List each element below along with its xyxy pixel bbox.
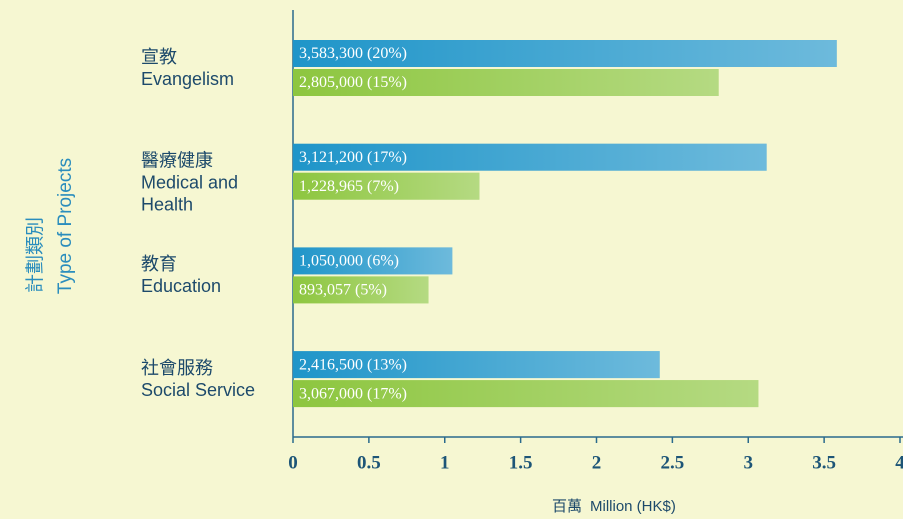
value-label: 3,583,300 (20%) <box>299 45 407 62</box>
bar-sheen <box>293 172 480 200</box>
y-axis-label: Type of Projects <box>55 158 76 294</box>
x-axis-label: Million (HK$) <box>590 498 676 515</box>
bar-sheen <box>293 69 719 96</box>
x-tick-label: 2.5 <box>661 452 685 473</box>
x-tick-label: 2 <box>592 452 602 473</box>
value-label: 1,228,965 (7%) <box>299 178 399 195</box>
value-label: 3,067,000 (17%) <box>299 385 407 402</box>
bar-sheen <box>293 351 660 379</box>
category-label: Evangelism <box>141 69 234 89</box>
x-tick-label: 1 <box>440 452 450 473</box>
category-label: 醫療健康 <box>141 150 213 170</box>
bar-sheen <box>293 40 837 67</box>
category-label: 社會服務 <box>141 358 213 378</box>
category-label: 教育 <box>141 254 177 274</box>
value-label: 2,416,500 (13%) <box>299 356 407 373</box>
x-tick-label: 0.5 <box>357 452 381 473</box>
category-label: Health <box>141 194 193 214</box>
x-tick-label: 0 <box>288 452 298 473</box>
category-label: 宣教 <box>141 47 177 67</box>
x-tick-label: 3 <box>744 452 754 473</box>
bar-sheen <box>293 247 453 275</box>
bar-sheen <box>293 143 767 171</box>
y-axis-label: 計劃類別 <box>24 217 46 293</box>
x-axis-label: 百萬 <box>552 498 582 515</box>
value-label: 2,805,000 (15%) <box>299 74 407 91</box>
value-label: 1,050,000 (6%) <box>299 253 399 270</box>
bar-sheen <box>293 380 759 408</box>
bar-sheen <box>293 276 429 304</box>
category-label: Education <box>141 276 221 296</box>
value-label: 3,121,200 (17%) <box>299 149 407 166</box>
x-tick-label: 1.5 <box>509 452 533 473</box>
category-label: Social Service <box>141 380 255 400</box>
x-tick-label: 3.5 <box>812 452 836 473</box>
value-label: 893,057 (5%) <box>299 282 387 299</box>
category-label: Medical and <box>141 172 238 192</box>
x-tick-label: 4 <box>895 452 903 473</box>
